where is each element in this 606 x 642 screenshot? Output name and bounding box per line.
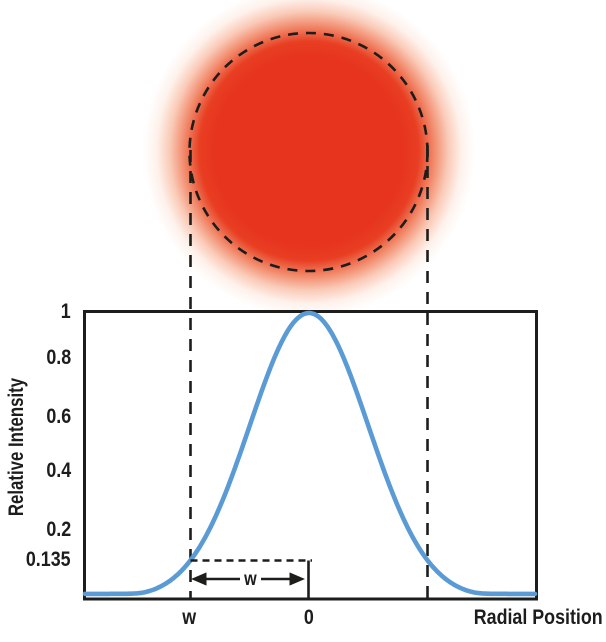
beam-boundary-circle bbox=[188, 31, 429, 273]
y-axis-tick-0-2: 0.2 bbox=[46, 518, 71, 541]
gaussian-beam-spot bbox=[143, 0, 475, 317]
y-axis-tick-0-4: 0.4 bbox=[46, 459, 71, 482]
beam-radius-label: w bbox=[243, 569, 257, 590]
plot-frame bbox=[83, 310, 538, 601]
y-axis-tick-0-135: 0.135 bbox=[26, 548, 71, 571]
y-axis-title: Relative Intensity bbox=[5, 361, 29, 534]
y-axis-tick-1: 1 bbox=[61, 300, 71, 323]
beam-radius-arrow bbox=[191, 572, 305, 586]
x-axis-title: Radial Position bbox=[403, 606, 603, 630]
x-axis-tick-w: w bbox=[182, 606, 196, 629]
x-axis-title-text: Radial Position bbox=[474, 606, 603, 629]
x-axis-tick-0: 0 bbox=[304, 606, 314, 629]
intensity-curve bbox=[82, 310, 538, 597]
y-axis-tick-0-8: 0.8 bbox=[46, 346, 71, 369]
y-axis-tick-0-6: 0.6 bbox=[46, 405, 71, 428]
y-axis-title-text: Relative Intensity bbox=[5, 377, 28, 517]
